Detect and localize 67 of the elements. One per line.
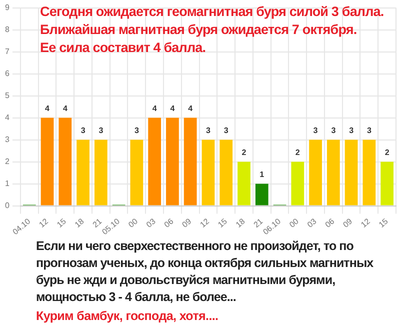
data-label: 3 <box>134 126 140 135</box>
text: Курим бамбук, господа, хотя.... <box>36 308 220 325</box>
bar <box>309 140 322 206</box>
data-label: 3 <box>98 126 104 135</box>
y-tick-label: 0 <box>4 200 10 210</box>
data-label: 4 <box>152 104 158 113</box>
data-label: 2 <box>384 148 390 157</box>
text: Если ни чего сверхестественного не произойдет, то по прогнозам ученых, до конца октября сильных магнитных бурь не жди и довольствуйся магнитными бурями, мощностью 3 - 4 балла, не более... <box>36 238 374 306</box>
bar <box>202 140 215 206</box>
x-tick-label: 15 <box>216 216 230 230</box>
data-label: 3 <box>80 126 86 135</box>
bar <box>291 162 304 206</box>
bar <box>326 140 340 206</box>
bar <box>238 162 250 206</box>
y-tick-label: 7 <box>4 47 10 56</box>
data-label: 4 <box>62 104 68 113</box>
x-tick-label: 00 <box>126 216 140 230</box>
bar <box>255 184 268 206</box>
data-label: 3 <box>349 126 354 135</box>
y-tick-label: 8 <box>4 25 10 34</box>
bar <box>130 140 144 206</box>
data-label: 4 <box>170 104 176 113</box>
x-tick-label: 18 <box>234 216 248 230</box>
x-tick-label: 15 <box>377 216 390 230</box>
data-label: 2 <box>295 148 300 157</box>
x-tick-label: 21 <box>91 216 104 230</box>
x-tick-label: 15 <box>55 216 68 230</box>
data-label: 3 <box>331 126 336 135</box>
data-label: 1 <box>260 170 265 179</box>
y-tick-label: 3 <box>4 134 10 144</box>
y-tick-label: 6 <box>4 68 10 78</box>
data-label: 4 <box>188 104 194 113</box>
x-tick-label: 09 <box>180 216 194 230</box>
x-tick-label: 18 <box>73 216 86 230</box>
x-tick-label: 12 <box>37 216 50 230</box>
x-tick-label: 03 <box>306 216 319 230</box>
data-label: 4 <box>45 104 50 113</box>
x-tick-label: 00 <box>288 216 301 230</box>
y-tick-label: 1 <box>4 178 10 188</box>
bar <box>148 118 162 206</box>
bar <box>76 140 90 206</box>
y-tick-label: 4 <box>4 112 10 122</box>
x-tick-label: 06 <box>324 216 337 230</box>
x-tick-label: 03 <box>144 216 158 230</box>
x-tick-label: 21 <box>252 216 265 230</box>
bar <box>40 118 54 206</box>
x-tick-label: 09 <box>341 216 354 230</box>
x-tick-label: 12 <box>359 216 372 230</box>
x-tick-label: 12 <box>198 216 212 230</box>
x-tick-label: 06 <box>162 216 176 230</box>
bar <box>184 118 197 206</box>
data-label: 2 <box>242 148 247 157</box>
bar <box>220 140 233 206</box>
text: Сегодня ожидается геомагнитная буря силой 3 балла. Ближайшая магнитная буря ожидается 7 октября. Ее сила составит 4 балла. <box>40 3 384 57</box>
bar <box>58 118 72 206</box>
bar <box>166 118 179 206</box>
data-label: 3 <box>224 126 229 135</box>
data-label: 3 <box>366 126 372 135</box>
y-tick-label: 2 <box>4 156 10 166</box>
y-tick-label: 5 <box>4 90 10 100</box>
y-tick-label: 9 <box>4 3 10 12</box>
data-label: 3 <box>206 126 211 135</box>
bar <box>344 140 358 206</box>
bar <box>94 140 108 206</box>
bar <box>362 140 376 206</box>
bar <box>380 162 394 206</box>
data-label: 3 <box>313 126 318 135</box>
